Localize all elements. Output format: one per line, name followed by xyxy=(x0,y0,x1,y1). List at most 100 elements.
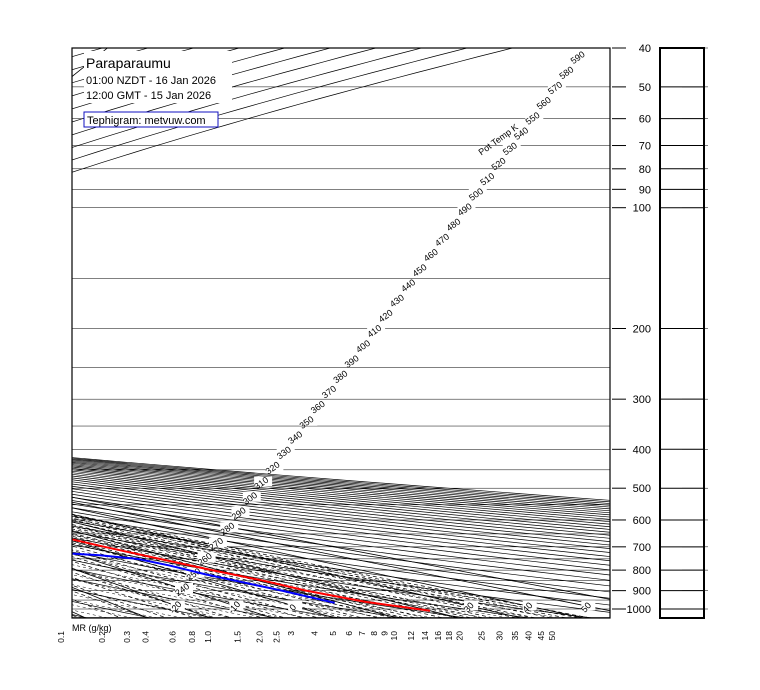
theta-label-bg xyxy=(502,142,521,153)
sounding-profile-line xyxy=(72,538,431,612)
pressure-tick-labels: 1000 900 800 700 600 500 400 300 200 100 90 80 70 60 5… xyxy=(627,43,651,616)
pressure-tick-label: 90 xyxy=(639,184,651,196)
mixing-ratio-label: 20 xyxy=(454,631,464,641)
dry-adiabat-line xyxy=(72,473,610,530)
mixing-ratio-label: 3 xyxy=(286,631,296,636)
theta-label-bg xyxy=(389,294,408,305)
saturated-adiabat-line xyxy=(72,554,385,618)
mixing-ratio-line xyxy=(72,524,496,618)
saturated-adiabat-line xyxy=(72,584,235,618)
mixing-ratio-label: 0.3 xyxy=(122,631,132,643)
mixing-ratio-label: 0.4 xyxy=(140,631,150,643)
saturated-adiabat-line xyxy=(72,518,585,618)
theta-label-bg xyxy=(344,355,363,365)
theta-label-bg xyxy=(536,96,555,107)
isotherm-line xyxy=(72,501,610,612)
isotherm-label-bg xyxy=(288,600,303,611)
mixing-ratio-label: 18 xyxy=(444,631,454,641)
theta-label-bg xyxy=(220,522,239,533)
pressure-tick-label: 80 xyxy=(639,164,651,176)
dry-adiabat-line xyxy=(72,469,610,523)
mixing-ratio-line xyxy=(72,521,519,618)
wind-panel xyxy=(659,47,705,619)
theta-label-bg xyxy=(525,111,544,122)
dry-adiabat-line xyxy=(72,48,469,618)
mixing-ratio-label: 2.5 xyxy=(272,631,282,643)
pressure-tick-label: 600 xyxy=(633,515,651,527)
saturated-adiabat-line xyxy=(72,529,510,618)
theta-label-bg xyxy=(412,263,431,274)
pressure-tick-label: 400 xyxy=(633,444,651,456)
theta-label-bg xyxy=(491,157,510,168)
pressure-tick-label: 50 xyxy=(639,82,651,94)
theta-label-bg xyxy=(242,491,261,502)
mixing-ratio-line xyxy=(72,526,474,618)
theta-label-bg xyxy=(208,537,227,548)
dry-adiabat-line xyxy=(72,507,610,581)
dry-adiabat-line xyxy=(72,475,610,533)
mixing-ratio-label: 45 xyxy=(536,631,546,641)
pressure-tick-label: 800 xyxy=(633,565,651,577)
pressure-tick-label: 900 xyxy=(633,586,651,598)
theta-label-bg xyxy=(288,431,306,441)
mixing-ratio-label: 2.0 xyxy=(254,631,264,643)
mixing-ratio-label: 35 xyxy=(510,631,520,641)
station-title: Paraparaumu xyxy=(86,55,171,71)
dry-adiabat-line xyxy=(72,511,610,587)
dry-adiabat-line xyxy=(72,485,610,549)
pressure-tick-label: 70 xyxy=(639,141,651,153)
local-time: 01:00 NZDT - 16 Jan 2026 xyxy=(86,75,216,87)
credit-box xyxy=(83,111,219,128)
mixing-ratio-labels: 0.1 0.2 0.3 0.4 0.6 0.8 1.0 1.5 2.0 2.5 3 4 5 6 7 8 9 10 1… xyxy=(56,631,557,643)
saturated-adiabat-line xyxy=(72,564,335,618)
mixing-ratio-label: 9 xyxy=(380,631,390,636)
utc-time: 12:00 GMT - 15 Jan 2026 xyxy=(86,90,211,102)
mixing-ratio-label: 0.6 xyxy=(167,631,177,643)
pressure-tick-label: 700 xyxy=(633,542,651,554)
isotherm-label-bg xyxy=(464,600,479,611)
mixing-ratio-label: 50 xyxy=(547,631,557,641)
mixing-ratio-label: 1.0 xyxy=(203,631,213,643)
theta-label-bg xyxy=(434,233,453,244)
theta-label-bg xyxy=(254,476,273,487)
mixing-ratio-label: 16 xyxy=(433,631,443,641)
isotherm-label: 40 xyxy=(520,600,534,614)
saturated-adiabat-line xyxy=(72,579,260,618)
theta-label-bg xyxy=(559,66,578,77)
isotherm-label-bg xyxy=(229,600,244,611)
plot-frame xyxy=(71,47,611,619)
mr-axis-label: MR (g/kg) xyxy=(72,623,112,633)
isotherm-label-bg xyxy=(170,600,185,611)
mixing-ratio-label: 0.8 xyxy=(187,631,197,643)
theta-label-bg xyxy=(401,279,419,289)
theta-label-bg xyxy=(321,385,340,396)
dry-adiabat-line xyxy=(72,479,610,539)
isotherm-label-bg xyxy=(522,600,537,611)
mixing-ratio-line xyxy=(72,530,445,618)
theta-label-bg xyxy=(367,324,386,335)
tephigram-diagram: -20-100304050Temp C240250260270280290300… xyxy=(72,48,610,618)
isotherm-line xyxy=(72,513,524,618)
credit-link[interactable]: Tephigram: metvuw.com xyxy=(87,115,206,127)
theta-label-bg xyxy=(310,400,329,411)
mixing-ratio-line xyxy=(72,514,581,618)
mixing-ratio-label: 14 xyxy=(420,631,430,641)
pressure-tick-label: 200 xyxy=(633,324,651,336)
dry-adiabat-line xyxy=(72,491,610,557)
theta-label-bg xyxy=(423,248,442,259)
mixing-ratio-label: 0.1 xyxy=(56,631,66,643)
isotherm-label: 30 xyxy=(462,600,476,614)
mixing-ratio-label: 30 xyxy=(494,631,504,641)
pressure-tick-label: 1000 xyxy=(627,604,651,616)
mixing-ratio-label: 1.5 xyxy=(233,631,243,643)
dry-adiabat-line xyxy=(72,488,610,553)
mixing-ratio-line xyxy=(72,542,364,618)
isotherm-label: 50 xyxy=(579,600,593,614)
mixing-ratio-label: 40 xyxy=(524,631,534,641)
theta-label-bg xyxy=(378,309,397,320)
pressure-tick-label: 100 xyxy=(633,203,651,215)
dry-adiabat-line xyxy=(72,483,610,546)
dry-adiabat-line xyxy=(72,477,610,536)
mixing-ratio-line xyxy=(72,517,554,618)
